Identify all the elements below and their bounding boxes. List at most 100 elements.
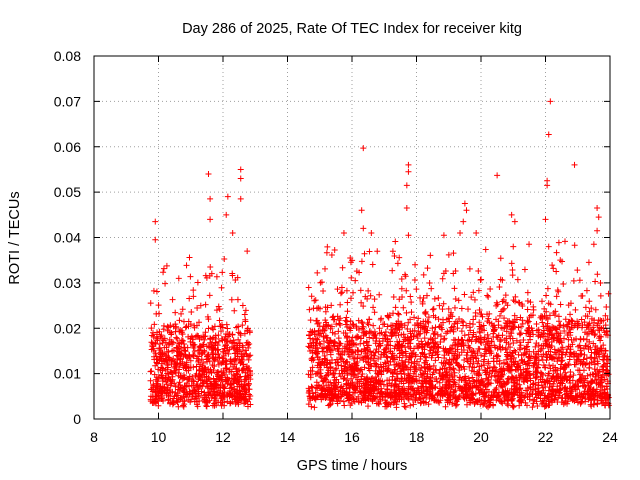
data-point [188, 309, 195, 316]
data-point [191, 324, 198, 331]
data-point [431, 330, 438, 337]
data-point [407, 402, 414, 409]
y-tick-label: 0.03 [54, 275, 81, 291]
data-point [210, 375, 217, 382]
data-point [189, 374, 196, 381]
data-point [435, 316, 442, 323]
data-point [557, 365, 564, 372]
data-point [183, 361, 190, 368]
data-point [202, 301, 209, 308]
data-point [186, 254, 193, 261]
data-point [510, 403, 517, 410]
data-point [176, 379, 183, 386]
data-point [150, 287, 157, 294]
data-point [150, 382, 157, 389]
data-point [437, 339, 444, 346]
data-point [219, 324, 226, 331]
data-point [236, 388, 243, 395]
data-point [234, 397, 241, 404]
data-point [392, 238, 399, 245]
data-point [203, 343, 210, 350]
data-point [153, 353, 160, 360]
data-point [152, 340, 159, 347]
data-point [501, 315, 508, 322]
data-point [183, 394, 190, 401]
data-point [213, 370, 220, 377]
data-point [223, 392, 230, 399]
data-point [178, 329, 185, 336]
data-point [205, 366, 212, 373]
data-point [191, 387, 198, 394]
data-point [210, 334, 217, 341]
data-point [175, 372, 182, 379]
y-tick-label: 0.02 [54, 320, 81, 336]
data-point [327, 337, 334, 344]
y-tick-label: 0.04 [54, 230, 81, 246]
data-point [197, 377, 204, 384]
data-point [221, 383, 228, 390]
data-point [164, 327, 171, 334]
data-point [239, 367, 246, 374]
data-point [461, 366, 468, 373]
x-tick-label: 18 [409, 429, 425, 445]
data-point [579, 395, 586, 402]
data-point [153, 393, 160, 400]
data-point [205, 325, 212, 332]
data-point [603, 303, 610, 310]
data-point [157, 351, 164, 358]
data-point [158, 387, 165, 394]
data-point [188, 396, 195, 403]
data-point [164, 360, 171, 367]
data-point [172, 309, 179, 316]
data-point [245, 356, 252, 363]
data-point [244, 339, 251, 346]
data-point [392, 366, 399, 373]
data-point [430, 305, 437, 312]
data-point [200, 359, 207, 366]
data-point [242, 307, 249, 314]
data-point [205, 374, 212, 381]
data-point [218, 335, 225, 342]
data-point [418, 338, 425, 345]
data-point [156, 310, 163, 317]
data-point [149, 340, 156, 347]
data-point [165, 396, 172, 403]
data-point [398, 276, 405, 283]
data-point [233, 324, 240, 331]
data-point [179, 375, 186, 382]
data-point [151, 321, 158, 328]
data-point [470, 289, 477, 296]
data-point [478, 352, 485, 359]
data-point [177, 355, 184, 362]
x-axis-label: GPS time / hours [297, 458, 407, 474]
x-tick-label: 22 [538, 429, 554, 445]
data-point [233, 366, 240, 373]
data-point [191, 398, 198, 405]
data-point [561, 328, 568, 335]
data-point [163, 378, 170, 385]
data-point [238, 358, 245, 365]
data-point [246, 372, 253, 379]
data-point [162, 352, 169, 359]
data-point [206, 292, 213, 299]
data-point [442, 403, 449, 410]
data-point [571, 242, 578, 249]
data-point [151, 371, 158, 378]
data-point [412, 261, 419, 268]
data-point [231, 386, 238, 393]
data-point [372, 394, 379, 401]
data-point [513, 337, 520, 344]
data-point [180, 364, 187, 371]
data-point [162, 280, 169, 287]
y-tick-label: 0.07 [54, 93, 81, 109]
x-tick-label: 8 [90, 429, 98, 445]
data-point [334, 286, 341, 293]
data-point [179, 306, 186, 313]
y-tick-labels: 0 0.01 0.02 0.03 0.04 0.05 0.06 0.07 0.08 [54, 48, 81, 427]
data-point [450, 366, 457, 373]
data-point [186, 388, 193, 395]
data-point [204, 398, 211, 405]
data-point [206, 272, 213, 279]
data-point [171, 364, 178, 371]
data-point [227, 337, 234, 344]
